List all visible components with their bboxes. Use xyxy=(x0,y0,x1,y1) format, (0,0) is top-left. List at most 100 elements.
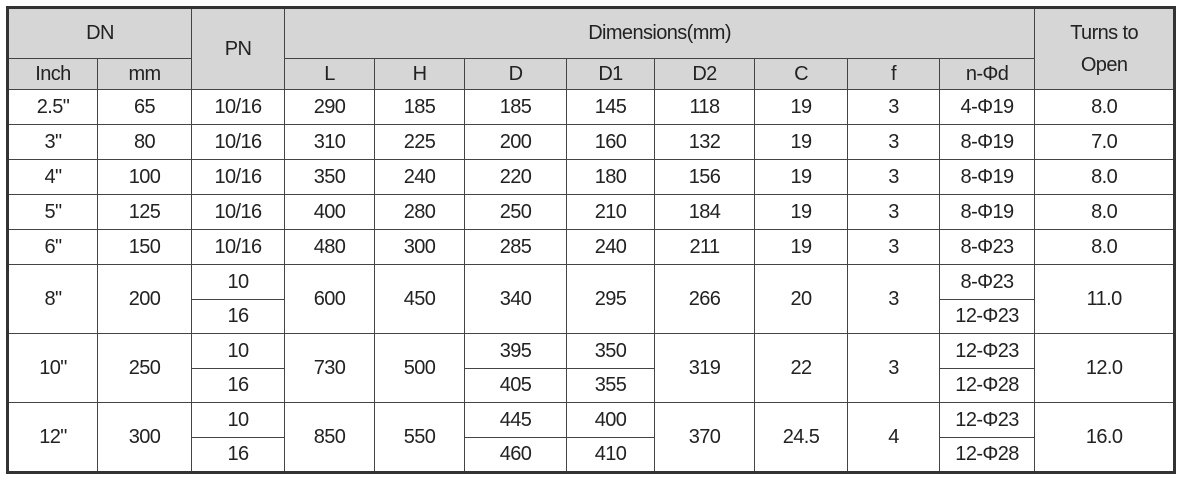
valve-dimensions-table: DN PN Dimensions(mm) Turns to Open Inch … xyxy=(6,6,1177,474)
table-row: 3" 80 10/16 310 225 200 160 132 19 3 8-Φ19 7.0 xyxy=(7,124,1176,160)
cell-turns: 8.0 xyxy=(1034,159,1176,195)
cell-mm: 125 xyxy=(97,194,192,230)
cell-turns: 8.0 xyxy=(1034,89,1176,125)
cell-turns: 8.0 xyxy=(1034,194,1176,230)
cell-d1: 410 xyxy=(566,437,655,473)
cell-pn: 10/16 xyxy=(191,124,285,160)
table-row: 2.5" 65 10/16 290 185 185 145 118 19 3 4-Φ19 8.0 xyxy=(7,89,1176,125)
cell-d2: 370 xyxy=(654,402,755,473)
cell-mm: 250 xyxy=(97,333,192,403)
cell-d: 250 xyxy=(464,194,567,230)
cell-c: 20 xyxy=(754,264,848,334)
cell-l: 600 xyxy=(284,264,375,334)
table-row: 5" 125 10/16 400 280 250 210 184 19 3 8-Φ19 8.0 xyxy=(7,194,1176,230)
cell-nd: 12-Φ23 xyxy=(938,402,1036,438)
cell-f: 3 xyxy=(847,159,940,195)
header-dim-4: D2 xyxy=(654,58,755,90)
header-turns-to-open: Turns to Open xyxy=(1034,7,1176,90)
cell-f: 3 xyxy=(847,229,940,265)
cell-d1: 145 xyxy=(566,89,655,125)
cell-inch: 3" xyxy=(7,124,98,160)
cell-d: 285 xyxy=(464,229,567,265)
table-row: 8" 200 10 600 450 340 295 266 20 3 8-Φ23 11.0 xyxy=(7,264,1176,334)
header-dim-2: D xyxy=(464,58,567,90)
cell-pn: 10 xyxy=(191,402,285,438)
cell-h: 450 xyxy=(374,264,465,334)
cell-l: 850 xyxy=(284,402,375,473)
cell-d1: 350 xyxy=(566,333,655,369)
cell-c: 22 xyxy=(754,333,848,403)
cell-mm: 200 xyxy=(97,264,192,334)
cell-inch: 10" xyxy=(7,333,98,403)
cell-nd: 4-Φ19 xyxy=(938,89,1036,125)
cell-d: 220 xyxy=(464,159,567,195)
cell-c: 19 xyxy=(754,194,848,230)
cell-nd: 12-Φ28 xyxy=(938,368,1036,403)
cell-l: 290 xyxy=(284,89,375,125)
cell-d2: 132 xyxy=(654,124,755,160)
cell-turns: 11.0 xyxy=(1034,264,1176,334)
header-dim-0: L xyxy=(284,58,375,90)
cell-f: 3 xyxy=(847,333,940,403)
cell-inch: 8" xyxy=(7,264,98,334)
cell-pn: 10/16 xyxy=(191,229,285,265)
cell-pn: 16 xyxy=(191,368,285,403)
header-dn: DN xyxy=(7,7,192,59)
cell-nd: 12-Φ23 xyxy=(938,333,1036,369)
header-dimensions: Dimensions(mm) xyxy=(283,7,1036,59)
cell-f: 3 xyxy=(847,264,940,334)
cell-mm: 300 xyxy=(97,402,192,473)
cell-f: 3 xyxy=(847,89,940,125)
cell-h: 300 xyxy=(374,229,465,265)
cell-f: 4 xyxy=(847,402,940,473)
header-dim-6: f xyxy=(847,58,940,90)
table-row-sub: 16 460 410 12-Φ28 xyxy=(8,437,1175,473)
header-dim-3: D1 xyxy=(566,58,655,90)
cell-nd: 8-Φ19 xyxy=(938,124,1036,160)
cell-d: 185 xyxy=(464,89,567,125)
cell-mm: 65 xyxy=(97,89,192,125)
header-dim-5: C xyxy=(754,58,848,90)
cell-f: 3 xyxy=(847,124,940,160)
cell-h: 185 xyxy=(374,89,465,125)
cell-d1: 295 xyxy=(566,264,655,334)
cell-turns: 8.0 xyxy=(1034,229,1176,265)
cell-l: 350 xyxy=(284,159,375,195)
cell-d2: 319 xyxy=(654,333,755,403)
cell-nd: 8-Φ23 xyxy=(938,229,1036,265)
cell-f: 3 xyxy=(847,194,940,230)
cell-pn: 10/16 xyxy=(191,194,285,230)
cell-d: 445 xyxy=(464,402,567,438)
cell-nd: 8-Φ23 xyxy=(938,264,1036,300)
cell-turns: 12.0 xyxy=(1034,333,1176,403)
cell-inch: 2.5" xyxy=(7,89,98,125)
header-dim-1: H xyxy=(374,58,465,90)
cell-mm: 100 xyxy=(97,159,192,195)
cell-h: 280 xyxy=(374,194,465,230)
cell-d: 340 xyxy=(464,264,567,334)
cell-nd: 8-Φ19 xyxy=(938,194,1036,230)
cell-d1: 180 xyxy=(566,159,655,195)
cell-pn: 16 xyxy=(191,299,285,334)
cell-mm: 80 xyxy=(97,124,192,160)
table-row: 12" 300 10 850 550 445 400 370 24.5 4 12-Φ23 16.0 xyxy=(7,402,1176,473)
cell-turns: 7.0 xyxy=(1034,124,1176,160)
cell-inch: 12" xyxy=(7,402,98,473)
cell-pn: 10 xyxy=(191,333,285,369)
cell-pn: 10/16 xyxy=(191,89,285,125)
cell-turns: 16.0 xyxy=(1034,402,1176,473)
cell-l: 730 xyxy=(284,333,375,403)
table-row: 10" 250 10 730 500 395 350 319 22 3 12-Φ23 12.0 xyxy=(7,333,1176,403)
cell-d: 405 xyxy=(464,368,567,403)
cell-d2: 184 xyxy=(654,194,755,230)
cell-h: 550 xyxy=(374,402,465,473)
cell-l: 400 xyxy=(284,194,375,230)
cell-nd: 8-Φ19 xyxy=(938,159,1036,195)
cell-inch: 5" xyxy=(7,194,98,230)
cell-nd: 12-Φ23 xyxy=(938,299,1036,334)
cell-c: 19 xyxy=(754,89,848,125)
cell-pn: 10 xyxy=(191,264,285,300)
header-pn: PN xyxy=(191,7,285,90)
header-inch: Inch xyxy=(7,58,98,90)
cell-inch: 4" xyxy=(7,159,98,195)
